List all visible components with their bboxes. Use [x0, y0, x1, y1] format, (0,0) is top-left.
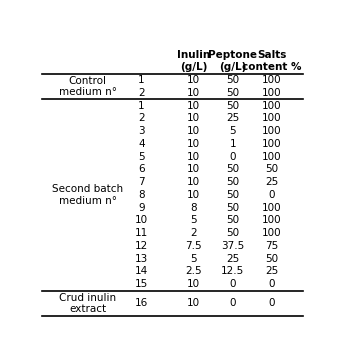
- Text: 10: 10: [135, 215, 148, 225]
- Text: 50: 50: [226, 75, 239, 85]
- Text: 10: 10: [187, 298, 200, 308]
- Text: 50: 50: [226, 165, 239, 175]
- Text: 2: 2: [138, 88, 145, 98]
- Text: Crud inulin
extract: Crud inulin extract: [59, 293, 116, 314]
- Text: 2: 2: [190, 228, 197, 238]
- Text: 50: 50: [266, 165, 278, 175]
- Text: 5: 5: [229, 126, 236, 136]
- Text: 5: 5: [138, 152, 145, 162]
- Text: 75: 75: [265, 241, 279, 251]
- Text: 12.5: 12.5: [221, 266, 244, 276]
- Text: 6: 6: [138, 165, 145, 175]
- Text: Peptone
(g/L): Peptone (g/L): [208, 50, 257, 71]
- Text: 10: 10: [187, 126, 200, 136]
- Text: 10: 10: [187, 88, 200, 98]
- Text: 0: 0: [269, 190, 275, 200]
- Text: 50: 50: [226, 215, 239, 225]
- Text: 1: 1: [138, 101, 145, 111]
- Text: 50: 50: [226, 190, 239, 200]
- Text: 10: 10: [187, 177, 200, 187]
- Text: 0: 0: [269, 279, 275, 289]
- Text: 10: 10: [187, 101, 200, 111]
- Text: 50: 50: [226, 88, 239, 98]
- Text: 37.5: 37.5: [221, 241, 244, 251]
- Text: 100: 100: [262, 88, 282, 98]
- Text: 100: 100: [262, 114, 282, 124]
- Text: 50: 50: [226, 203, 239, 213]
- Text: 5: 5: [190, 215, 197, 225]
- Text: 3: 3: [138, 126, 145, 136]
- Text: 2.5: 2.5: [185, 266, 202, 276]
- Text: 1: 1: [138, 75, 145, 85]
- Text: 2: 2: [138, 114, 145, 124]
- Text: 13: 13: [135, 254, 148, 264]
- Text: 10: 10: [187, 165, 200, 175]
- Text: 100: 100: [262, 101, 282, 111]
- Text: 0: 0: [229, 298, 236, 308]
- Text: Second batch
medium n°: Second batch medium n°: [52, 184, 123, 206]
- Text: 8: 8: [190, 203, 197, 213]
- Text: 7.5: 7.5: [185, 241, 202, 251]
- Text: 10: 10: [187, 190, 200, 200]
- Text: 4: 4: [138, 139, 145, 149]
- Text: 8: 8: [138, 190, 145, 200]
- Text: Inulin
(g/L): Inulin (g/L): [177, 50, 210, 71]
- Text: 100: 100: [262, 203, 282, 213]
- Text: 100: 100: [262, 75, 282, 85]
- Text: 0: 0: [229, 152, 236, 162]
- Text: 25: 25: [226, 254, 239, 264]
- Text: 25: 25: [265, 266, 279, 276]
- Text: 0: 0: [269, 298, 275, 308]
- Text: 7: 7: [138, 177, 145, 187]
- Text: 14: 14: [135, 266, 148, 276]
- Text: 50: 50: [226, 101, 239, 111]
- Text: 25: 25: [265, 177, 279, 187]
- Text: 10: 10: [187, 152, 200, 162]
- Text: 0: 0: [229, 279, 236, 289]
- Text: 100: 100: [262, 139, 282, 149]
- Text: 5: 5: [190, 254, 197, 264]
- Text: 50: 50: [226, 177, 239, 187]
- Text: 1: 1: [229, 139, 236, 149]
- Text: 25: 25: [226, 114, 239, 124]
- Text: Control
medium n°: Control medium n°: [59, 76, 117, 97]
- Text: 10: 10: [187, 75, 200, 85]
- Text: 100: 100: [262, 126, 282, 136]
- Text: 50: 50: [226, 228, 239, 238]
- Text: 100: 100: [262, 215, 282, 225]
- Text: 9: 9: [138, 203, 145, 213]
- Text: 16: 16: [135, 298, 148, 308]
- Text: 100: 100: [262, 152, 282, 162]
- Text: 11: 11: [135, 228, 148, 238]
- Text: 100: 100: [262, 228, 282, 238]
- Text: 12: 12: [135, 241, 148, 251]
- Text: 10: 10: [187, 139, 200, 149]
- Text: 15: 15: [135, 279, 148, 289]
- Text: 50: 50: [266, 254, 278, 264]
- Text: Salts
content %: Salts content %: [242, 50, 302, 71]
- Text: 10: 10: [187, 279, 200, 289]
- Text: 10: 10: [187, 114, 200, 124]
